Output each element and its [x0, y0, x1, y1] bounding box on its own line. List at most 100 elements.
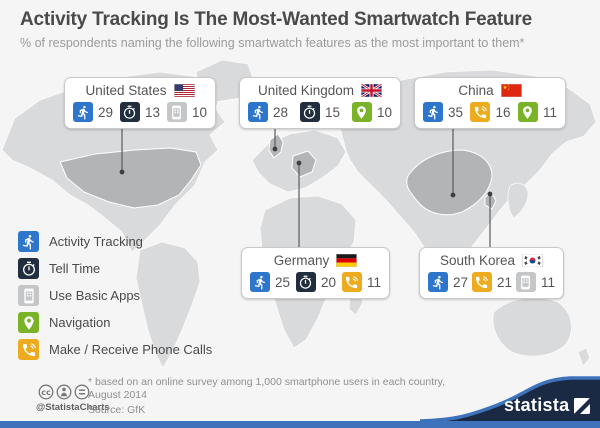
cc-nd-icon: [74, 384, 90, 400]
map-highlight-germany: [291, 150, 317, 178]
map-australia: [492, 297, 572, 357]
flag-uk-icon: [361, 84, 383, 97]
stat-value: 16: [495, 104, 511, 120]
flag-kr-icon: [522, 254, 544, 267]
stopwatch-icon: [119, 102, 140, 122]
legend-item-activity-tracking: Activity Tracking: [18, 231, 212, 252]
cc-icon: [38, 384, 54, 400]
phone-call-icon: [470, 102, 491, 122]
stat-use-basic-apps: 11: [515, 272, 555, 292]
stat-value: 10: [376, 104, 392, 120]
stat-activity-tracking: 25: [250, 272, 290, 292]
stat-value: 27: [453, 274, 469, 290]
stat-value: 11: [542, 104, 557, 120]
country-callout-south-korea: South Korea 27 21 11: [419, 247, 564, 299]
stat-navigation: 10: [351, 102, 392, 122]
stat-make-receive-phone-calls: 21: [471, 272, 513, 292]
stat-use-basic-apps: 10: [166, 102, 207, 122]
country-callout-germany: Germany 25 20 11: [241, 247, 390, 299]
map-pin-icon: [18, 312, 39, 333]
country-name: South Korea: [439, 253, 516, 268]
stat-value: 28: [273, 104, 289, 120]
stopwatch-icon: [299, 102, 320, 122]
stat-value: 10: [191, 104, 207, 120]
statista-wordmark: statista: [504, 395, 570, 415]
map-highlight-united-states: [59, 147, 202, 209]
dot-china: [450, 192, 456, 198]
stat-make-receive-phone-calls: 11: [341, 272, 381, 292]
runner-icon: [18, 231, 39, 252]
page-subtitle: % of respondents naming the following sm…: [20, 36, 525, 50]
stat-make-receive-phone-calls: 16: [470, 102, 511, 122]
country-name: United Kingdom: [257, 83, 355, 98]
country-name: China: [458, 83, 494, 98]
stat-navigation: 11: [517, 102, 557, 122]
smartphone-apps-icon: [18, 285, 39, 306]
dot-united-states: [119, 169, 125, 175]
country-callout-united-kingdom: United Kingdom 28 15 10: [239, 77, 401, 129]
statista-charts-credit: @StatistaCharts: [36, 402, 110, 413]
stat-value: 20: [320, 274, 337, 290]
cc-by-icon: [56, 384, 72, 400]
stat-activity-tracking: 29: [73, 102, 113, 122]
phone-call-icon: [18, 339, 39, 360]
stat-value: 25: [275, 274, 291, 290]
legend-label: Use Basic Apps: [49, 288, 141, 303]
phone-call-icon: [471, 272, 492, 292]
stat-tell-time: 20: [295, 272, 337, 292]
dot-united-kingdom: [272, 146, 278, 152]
flag-us-icon: [173, 84, 195, 97]
stat-activity-tracking: 28: [248, 102, 288, 122]
page-title: Activity Tracking Is The Most-Wanted Sma…: [20, 9, 532, 30]
bottom-bar: [0, 421, 600, 428]
map-south-america: [135, 241, 201, 369]
runner-icon: [423, 102, 443, 122]
smartphone-apps-icon: [515, 272, 536, 292]
statista-logo-mark: [574, 397, 591, 414]
creative-commons-icons: cc: [38, 384, 90, 400]
flag-de-icon: [336, 254, 358, 267]
stat-activity-tracking: 35: [423, 102, 463, 122]
stat-value: 29: [98, 104, 114, 120]
map-pin-icon: [351, 102, 372, 122]
dot-south-korea: [487, 191, 493, 197]
runner-icon: [73, 102, 93, 122]
stopwatch-icon: [295, 272, 316, 292]
source-label: Source: GfK: [88, 404, 146, 416]
phone-call-icon: [341, 272, 362, 292]
stat-activity-tracking: 27: [428, 272, 468, 292]
footnote-line1: * based on an online survey among 1,000 …: [88, 376, 446, 388]
runner-icon: [248, 102, 268, 122]
stat-value: 13: [144, 104, 161, 120]
legend-item-make-receive-phone-calls: Make / Receive Phone Calls: [18, 339, 212, 360]
stopwatch-icon: [18, 258, 39, 279]
smartphone-apps-icon: [166, 102, 187, 122]
flag-cn-icon: [500, 84, 522, 97]
footnote-line2: August 2014: [88, 389, 147, 401]
country-name: United States: [85, 83, 167, 98]
legend-item-tell-time: Tell Time: [18, 258, 212, 279]
map-connector-dots: [119, 146, 493, 198]
stat-tell-time: 15: [299, 102, 341, 122]
legend-label: Make / Receive Phone Calls: [49, 342, 213, 357]
map-highlights: [59, 133, 497, 216]
stat-value: 11: [540, 274, 555, 290]
map-connectors: [121, 125, 491, 248]
svg-text:cc: cc: [41, 388, 51, 397]
stat-value: 15: [324, 104, 341, 120]
stat-value: 21: [496, 274, 513, 290]
stat-value: 11: [366, 274, 381, 290]
stat-tell-time: 13: [119, 102, 161, 122]
dot-germany: [296, 160, 302, 166]
map-highlight-united-kingdom: [268, 133, 284, 159]
statista-logo: statista: [504, 395, 591, 416]
runner-icon: [250, 272, 270, 292]
legend-label: Activity Tracking: [49, 234, 143, 249]
legend-item-use-basic-apps: Use Basic Apps: [18, 285, 212, 306]
map-pin-icon: [517, 102, 538, 122]
map-new-zealand: [577, 347, 591, 367]
map-highlight-china: [406, 149, 493, 216]
country-name: Germany: [273, 253, 330, 268]
country-callout-china: China 35 16 11: [414, 77, 566, 129]
